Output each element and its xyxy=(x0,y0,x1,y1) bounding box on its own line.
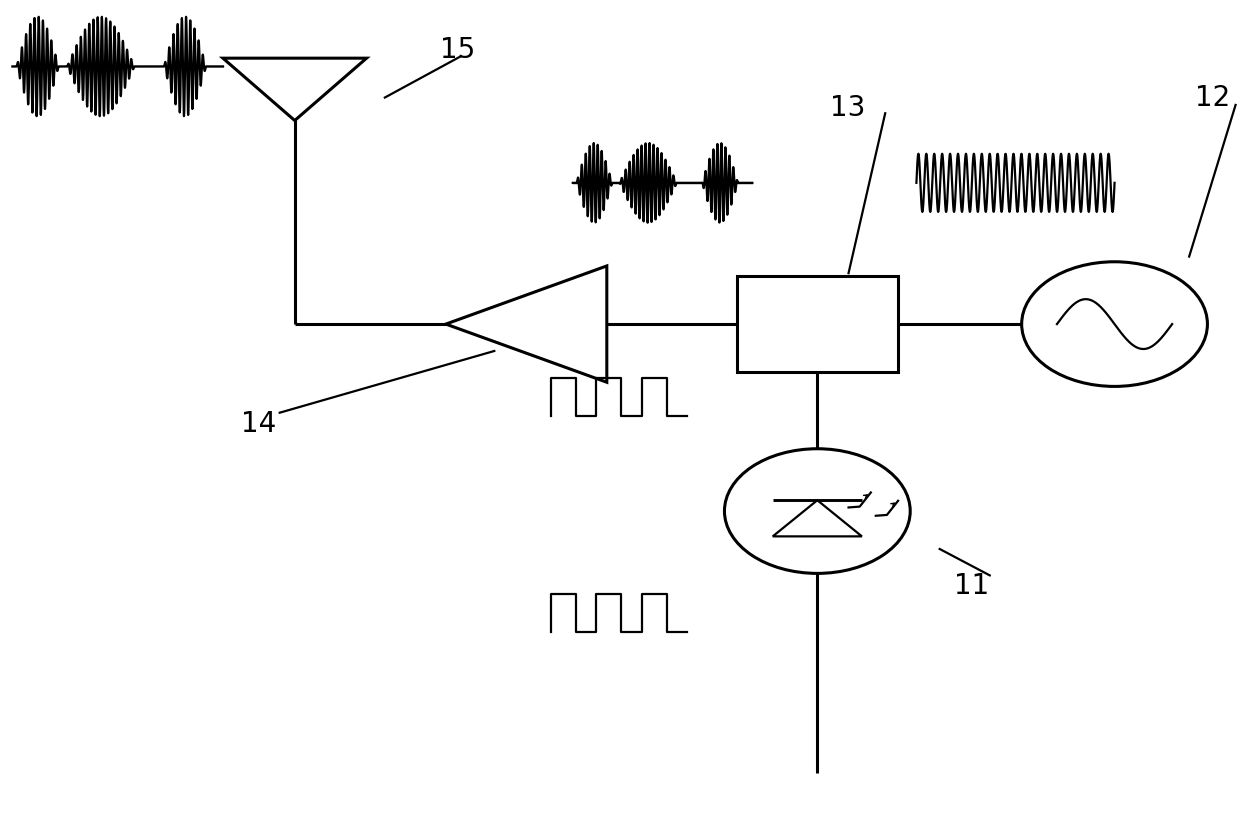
Text: 12: 12 xyxy=(1195,84,1230,112)
Text: 11: 11 xyxy=(954,572,988,600)
Text: 15: 15 xyxy=(440,36,475,64)
Bar xyxy=(737,276,898,372)
Text: 14: 14 xyxy=(242,410,277,438)
Text: 13: 13 xyxy=(830,94,866,122)
